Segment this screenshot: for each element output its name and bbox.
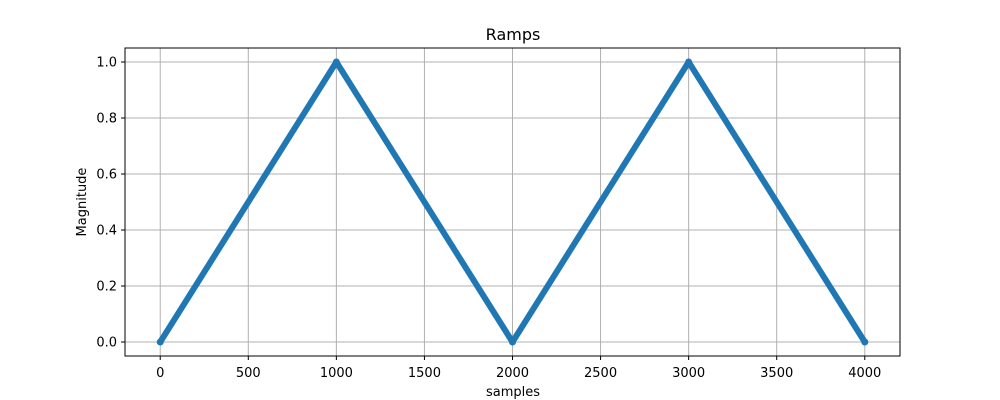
axis-ticks: 0 500 1000 1500 2000 2500 3000 3500 4000 0.0 0.2 0.… xyxy=(96,56,881,382)
y-axis-label: Magnitude xyxy=(75,168,90,237)
x-tick-label: 2500 xyxy=(584,366,617,381)
chart-title: Ramps xyxy=(486,25,541,44)
x-tick-label: 4000 xyxy=(848,366,881,381)
x-tick-label: 500 xyxy=(236,366,261,381)
y-tick-label: 0.4 xyxy=(96,224,117,239)
ramp-series-point xyxy=(685,58,693,66)
x-tick-label: 3000 xyxy=(672,366,705,381)
y-tick-label: 0.2 xyxy=(96,280,117,295)
y-tick-label: 0.0 xyxy=(96,336,117,351)
x-tick-label: 1500 xyxy=(408,366,441,381)
ramp-series-point xyxy=(861,338,869,346)
x-axis-label: samples xyxy=(486,385,540,400)
ramp-series-point xyxy=(509,338,516,346)
ramp-series-point xyxy=(332,58,340,66)
ramp-series-point xyxy=(156,338,164,346)
y-tick-label: 0.6 xyxy=(96,168,117,183)
series-layer xyxy=(156,58,869,346)
grid-lines xyxy=(125,48,900,356)
x-tick-label: 3500 xyxy=(760,366,793,381)
x-tick-label: 2000 xyxy=(496,366,529,381)
y-tick-label: 1.0 xyxy=(96,56,117,71)
x-tick-label: 0 xyxy=(156,366,164,381)
x-tick-label: 1000 xyxy=(320,366,353,381)
y-tick-label: 0.8 xyxy=(96,112,117,127)
